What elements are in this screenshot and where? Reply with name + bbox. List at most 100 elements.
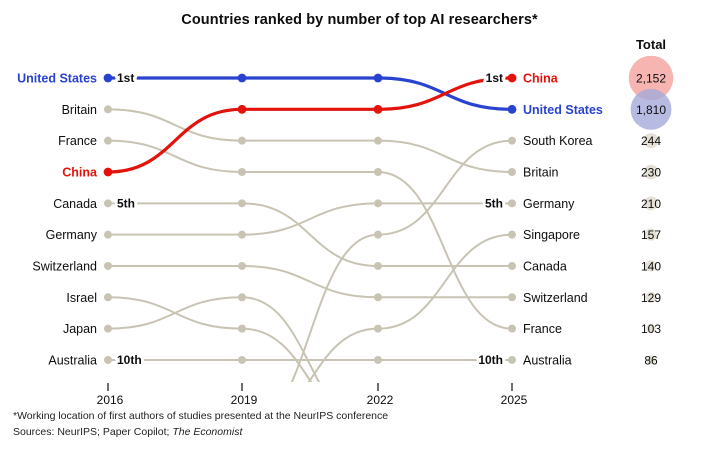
label-left-france: France bbox=[58, 134, 97, 148]
dot-israel-2016 bbox=[104, 293, 112, 302]
label-right-germany: Germany bbox=[523, 197, 575, 211]
total-value-united-states: 1,810 bbox=[636, 103, 666, 117]
total-circle-united-states bbox=[630, 88, 672, 130]
dot-germany-2019 bbox=[238, 230, 246, 239]
line-china-segment-0 bbox=[106, 107, 244, 174]
total-circle-germany bbox=[644, 196, 658, 211]
dot-britain-2022 bbox=[374, 136, 382, 145]
total-circle-australia bbox=[646, 355, 656, 365]
dot-china-2016 bbox=[103, 167, 113, 177]
dot-britain-2016 bbox=[104, 105, 112, 114]
dot-japan-2019 bbox=[238, 293, 246, 302]
dot-britain-2019 bbox=[238, 136, 246, 145]
dot-united-states-2022 bbox=[373, 73, 383, 83]
total-value-china: 2,152 bbox=[636, 72, 666, 86]
label-right-canada: Canada bbox=[523, 259, 567, 273]
rank-annotation-right-10th: 10th bbox=[478, 353, 503, 367]
label-right-australia: Australia bbox=[523, 353, 572, 367]
line-france-segment-2 bbox=[377, 170, 513, 330]
dot-france-2019 bbox=[238, 167, 246, 176]
dot-china-2019 bbox=[237, 104, 247, 114]
sources-publication: The Economist bbox=[172, 425, 243, 438]
dot-germany-2025 bbox=[508, 199, 516, 208]
total-value-singapore: 157 bbox=[641, 228, 661, 242]
total-circle-south-korea bbox=[643, 133, 659, 149]
label-left-china: China bbox=[62, 165, 98, 179]
label-right-switzerland: Switzerland bbox=[523, 291, 588, 305]
total-value-switzerland: 129 bbox=[641, 291, 661, 305]
dot-switzerland-2025 bbox=[508, 293, 516, 302]
dot-israel-2019 bbox=[238, 324, 246, 333]
gray-lines-layer bbox=[107, 108, 513, 382]
chart-footer: *Working location of first authors of st… bbox=[13, 409, 388, 440]
line-south-korea-segment-2 bbox=[377, 139, 513, 236]
dot-britain-2025 bbox=[508, 167, 516, 176]
line-switzerland-segment-1 bbox=[241, 264, 379, 299]
label-left-switzerland: Switzerland bbox=[32, 259, 97, 273]
label-right-france: France bbox=[523, 322, 562, 336]
label-left-united-states: United States bbox=[17, 72, 97, 86]
highlight-lines-layer bbox=[106, 76, 514, 174]
rank-annotation-right-1st: 1st bbox=[486, 71, 503, 85]
line-japan-segment-0 bbox=[107, 296, 243, 330]
total-value-canada: 140 bbox=[641, 259, 661, 273]
total-value-germany: 210 bbox=[641, 197, 661, 211]
label-right-south-korea: South Korea bbox=[523, 134, 593, 148]
total-value-britain: 230 bbox=[641, 165, 661, 179]
dot-south-korea-2025 bbox=[508, 136, 516, 145]
rank-annotation-right-5th: 5th bbox=[485, 196, 503, 210]
total-circle-china bbox=[628, 55, 674, 101]
dot-australia-2016 bbox=[104, 355, 112, 364]
dot-australia-2019 bbox=[238, 355, 246, 364]
line-singapore-segment-2 bbox=[377, 233, 513, 330]
line-japan-segment-1 bbox=[241, 296, 321, 382]
label-right-britain: Britain bbox=[523, 165, 558, 179]
label-left-britain: Britain bbox=[62, 103, 97, 117]
dot-singapore-2022 bbox=[374, 324, 382, 333]
rank-annotation-left-5th: 5th bbox=[117, 196, 135, 210]
labels-layer: United States United States Britain Britain… bbox=[17, 37, 674, 407]
axis-label-2025: 2025 bbox=[501, 393, 528, 407]
dot-united-states-2025 bbox=[507, 104, 517, 114]
totals-header: Total bbox=[636, 37, 666, 52]
line-britain-segment-0 bbox=[107, 108, 243, 142]
axis-label-2016: 2016 bbox=[97, 393, 124, 407]
line-singapore-segment-1 bbox=[307, 327, 379, 382]
total-circle-britain bbox=[643, 164, 659, 180]
sources-line: Sources: NeurIPS; Paper Copilot; The Eco… bbox=[13, 425, 388, 441]
dot-canada-2019 bbox=[238, 199, 246, 208]
dot-canada-2022 bbox=[374, 261, 382, 270]
dot-france-2025 bbox=[508, 324, 516, 333]
label-left-canada: Canada bbox=[53, 197, 97, 211]
dot-switzerland-2019 bbox=[238, 261, 246, 270]
dot-australia-2025 bbox=[508, 355, 516, 364]
line-germany-segment-1 bbox=[241, 202, 379, 236]
dot-china-2025 bbox=[507, 73, 517, 83]
dot-switzerland-2016 bbox=[104, 261, 112, 270]
bump-chart-svg: United States United States Britain Britain… bbox=[17, 37, 674, 407]
dot-united-states-2019 bbox=[237, 73, 247, 83]
total-circle-france bbox=[646, 323, 656, 334]
total-circle-singapore bbox=[644, 228, 658, 241]
total-value-france: 103 bbox=[641, 322, 661, 336]
line-france-segment-0 bbox=[107, 139, 243, 173]
sources-prefix: Sources: NeurIPS; Paper Copilot; bbox=[13, 425, 173, 438]
rank-annotation-left-10th: 10th bbox=[117, 353, 142, 367]
dot-south-korea-2022 bbox=[374, 230, 382, 239]
line-south-korea-segment-1 bbox=[290, 233, 379, 382]
total-value-south-korea: 244 bbox=[641, 134, 661, 148]
line-canada-segment-1 bbox=[241, 202, 379, 267]
gray-dots-layer bbox=[104, 105, 516, 364]
axis-label-2022: 2022 bbox=[367, 393, 394, 407]
label-right-united-states: United States bbox=[523, 103, 603, 117]
dot-united-states-2016 bbox=[103, 73, 113, 83]
chart-title: Countries ranked by number of top AI res… bbox=[181, 12, 538, 28]
dot-canada-2025 bbox=[508, 261, 516, 270]
dot-australia-2022 bbox=[374, 355, 382, 364]
axis-label-2019: 2019 bbox=[231, 393, 258, 407]
total-circle-switzerland bbox=[645, 291, 657, 303]
dot-france-2016 bbox=[104, 136, 112, 145]
line-britain-segment-2 bbox=[377, 139, 513, 173]
label-left-germany: Germany bbox=[46, 228, 98, 242]
